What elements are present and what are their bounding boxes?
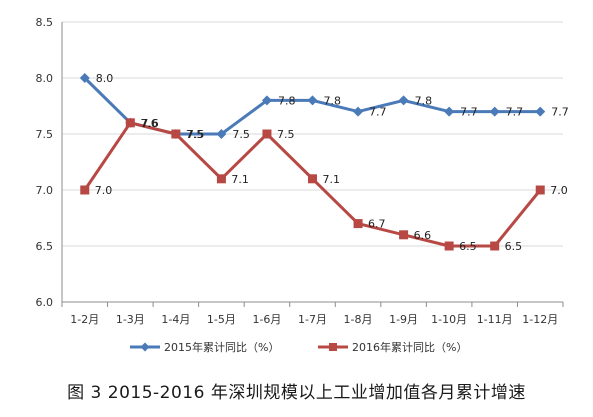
x-tick-label: 1-12月 (522, 313, 558, 326)
data-label: 7.5 (277, 128, 295, 141)
data-label: 7.7 (460, 106, 478, 119)
series-2-point (216, 174, 226, 184)
data-label: 7.1 (231, 173, 249, 186)
data-label: 7.7 (506, 106, 524, 119)
figure-caption: 图 3 2015-2016 年深圳规模以上工业增加值各月累计增速 (67, 383, 526, 403)
y-tick-label: 7.0 (36, 184, 54, 197)
y-tick-label: 6.0 (36, 296, 54, 309)
chart-container: 8.5 8.0 7.5 7.0 6.5 6.0 1-2月 1-3月 1-4月 1-5月 1-6月 1-… (36, 16, 569, 354)
series-1-point (216, 129, 227, 139)
series-2-point (353, 219, 363, 229)
data-label: 7.8 (415, 94, 433, 107)
series-1-point (398, 95, 409, 106)
data-label: 7.0 (550, 184, 568, 197)
data-label: 6.6 (414, 229, 432, 242)
series-2-point (490, 241, 500, 251)
data-label: 6.7 (368, 218, 386, 231)
data-label: 6.5 (505, 240, 523, 253)
x-tick-label: 1-9月 (389, 313, 418, 326)
y-tick-label: 8.5 (36, 16, 54, 29)
data-label: 7.6 (140, 117, 158, 130)
data-label: 7.6 (141, 117, 159, 130)
data-label: 7.8 (278, 94, 296, 107)
series-2-point (444, 241, 454, 251)
data-label: 7.7 (551, 106, 569, 119)
series-1-point (353, 106, 364, 117)
series-line-2 (83, 121, 542, 248)
data-label: 7.5 (186, 128, 204, 141)
legend-label-2: 2016年累计同比（%） (352, 340, 467, 354)
series-1-point (307, 95, 318, 106)
legend-label-1: 2015年累计同比（%） (164, 340, 279, 354)
data-label: 7.0 (95, 184, 113, 197)
data-label: 7.5 (187, 128, 205, 141)
x-tick-label: 1-6月 (252, 313, 281, 326)
series-2-point (308, 174, 317, 184)
y-tick-label: 6.5 (36, 240, 54, 253)
series-2-point (262, 129, 272, 139)
data-label: 6.5 (459, 240, 477, 253)
x-tick-label: 1-2月 (70, 313, 99, 326)
series-1-point (444, 106, 455, 117)
series-2-point (80, 185, 90, 195)
x-tick-label: 1-11月 (477, 313, 513, 326)
data-label: 7.8 (324, 94, 342, 107)
x-tick-label: 1-3月 (116, 313, 145, 326)
y-tick-label: 7.5 (36, 128, 54, 141)
x-tick-label: 1-7月 (298, 313, 327, 326)
series-1-point (79, 73, 90, 83)
series-1-point (535, 106, 546, 117)
x-tick-label: 1-5月 (207, 313, 236, 326)
line-chart: 8.5 8.0 7.5 7.0 6.5 6.0 1-2月 1-3月 1-4月 1-5月 1-6月 1-… (36, 16, 569, 354)
data-label: 8.0 (96, 72, 114, 85)
data-label: 7.5 (232, 128, 250, 141)
data-label: 7.7 (369, 106, 387, 119)
x-tick-label: 1-8月 (344, 313, 373, 326)
y-tick-label: 8.0 (36, 72, 54, 85)
x-tick-label: 1-4月 (161, 313, 190, 326)
data-label: 7.1 (323, 173, 341, 186)
x-tick-label: 1-10月 (431, 313, 467, 326)
legend-marker-2 (329, 343, 337, 351)
series-1-point (489, 106, 500, 117)
series-2-point (535, 185, 545, 195)
legend-marker-1 (140, 342, 150, 352)
series-2-point (399, 230, 409, 240)
series-2-point (171, 129, 181, 139)
series-2-point (125, 118, 135, 128)
series-1-point (261, 95, 272, 106)
